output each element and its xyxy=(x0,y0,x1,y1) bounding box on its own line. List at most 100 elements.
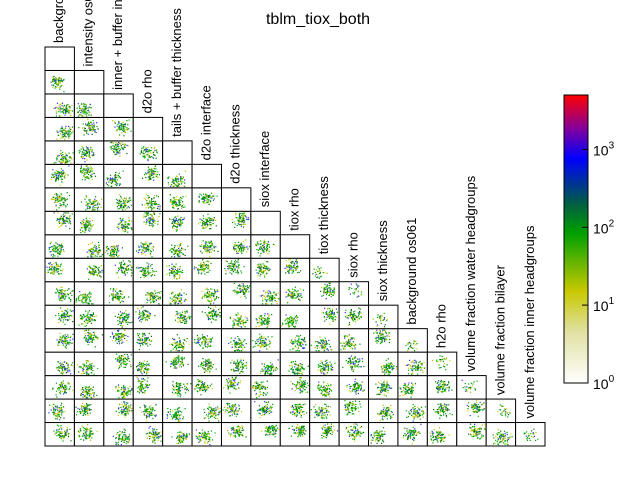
density-speck xyxy=(122,436,124,439)
density-speck xyxy=(78,107,81,109)
density-speck xyxy=(120,363,122,366)
density-speck xyxy=(171,418,173,420)
density-speck xyxy=(60,341,63,343)
density-speck xyxy=(88,121,90,123)
density-speck xyxy=(83,364,85,366)
density-speck xyxy=(124,364,127,366)
density-speck xyxy=(156,151,158,153)
density-speck xyxy=(112,178,114,180)
density-speck xyxy=(61,108,63,111)
density-speck xyxy=(54,267,56,269)
density-speck xyxy=(82,147,84,149)
density-speck xyxy=(173,218,175,220)
density-speck xyxy=(153,147,155,149)
density-speck xyxy=(83,429,85,432)
density-speck xyxy=(124,131,126,133)
density-speck xyxy=(118,148,120,150)
density-speck xyxy=(71,342,73,344)
density-speck xyxy=(177,270,179,272)
density-speck xyxy=(85,386,88,388)
density-speck xyxy=(91,154,93,156)
density-speck xyxy=(58,292,61,294)
density-speck xyxy=(59,161,61,163)
density-speck xyxy=(128,436,130,438)
density-speck xyxy=(60,273,62,275)
density-speck xyxy=(123,335,125,337)
density-speck xyxy=(144,320,147,322)
density-speck xyxy=(144,334,146,336)
density-speck xyxy=(115,288,118,290)
density-speck xyxy=(154,165,157,167)
density-speck xyxy=(138,348,140,351)
density-speck xyxy=(59,384,61,386)
density-speck xyxy=(177,185,179,187)
density-speck xyxy=(176,313,178,315)
density-speck xyxy=(83,407,85,409)
density-speck xyxy=(122,359,124,361)
density-speck xyxy=(171,291,173,293)
density-speck xyxy=(116,153,118,155)
density-speck xyxy=(62,293,65,295)
density-speck xyxy=(127,357,129,359)
density-speck xyxy=(153,219,155,221)
density-speck xyxy=(56,84,58,86)
density-speck xyxy=(128,221,130,223)
density-speck xyxy=(84,315,86,318)
density-speck xyxy=(80,314,82,316)
density-speck xyxy=(178,382,180,384)
density-speck xyxy=(60,168,62,170)
density-speck xyxy=(121,437,123,440)
density-speck xyxy=(53,249,55,251)
density-speck xyxy=(184,299,187,301)
density-speck xyxy=(144,390,146,392)
density-speck xyxy=(85,329,88,331)
density-speck xyxy=(60,130,62,132)
density-speck xyxy=(122,389,125,391)
density-speck xyxy=(115,143,117,146)
density-speck xyxy=(140,342,143,344)
pair-cell xyxy=(73,257,105,283)
density-speck xyxy=(84,176,86,178)
density-speck xyxy=(183,292,185,294)
density-speck xyxy=(66,221,69,223)
density-speck xyxy=(144,339,146,341)
density-speck xyxy=(144,392,146,394)
density-speck xyxy=(184,170,186,172)
density-speck xyxy=(59,412,61,414)
density-speck xyxy=(97,267,99,269)
density-speck xyxy=(117,298,119,300)
density-speck xyxy=(58,365,60,368)
density-speck xyxy=(122,266,124,268)
density-speck xyxy=(179,294,181,296)
density-speck xyxy=(146,407,148,409)
density-speck xyxy=(127,436,129,438)
density-speck xyxy=(60,195,62,197)
density-speck xyxy=(185,436,187,438)
density-speck xyxy=(117,336,120,338)
density-speck xyxy=(148,363,150,365)
density-speck xyxy=(152,407,154,409)
density-speck xyxy=(137,378,139,380)
density-speck xyxy=(179,383,181,385)
density-speck xyxy=(122,198,124,200)
density-speck xyxy=(125,227,127,229)
density-speck xyxy=(149,218,151,220)
density-speck xyxy=(118,360,120,362)
density-speck xyxy=(83,170,85,172)
density-speck xyxy=(183,339,185,341)
density-speck xyxy=(61,161,64,163)
density-speck xyxy=(87,107,89,109)
density-speck xyxy=(54,249,56,251)
density-speck xyxy=(89,300,91,302)
density-speck xyxy=(84,407,86,409)
density-speck xyxy=(49,262,51,264)
density-speck xyxy=(177,271,179,273)
density-speck xyxy=(96,251,98,253)
density-speck xyxy=(80,108,82,110)
density-speck xyxy=(117,183,119,185)
density-speck xyxy=(117,174,120,177)
density-speck xyxy=(149,315,151,317)
density-speck xyxy=(67,212,69,214)
density-speck xyxy=(91,209,93,211)
density-speck xyxy=(124,197,126,199)
